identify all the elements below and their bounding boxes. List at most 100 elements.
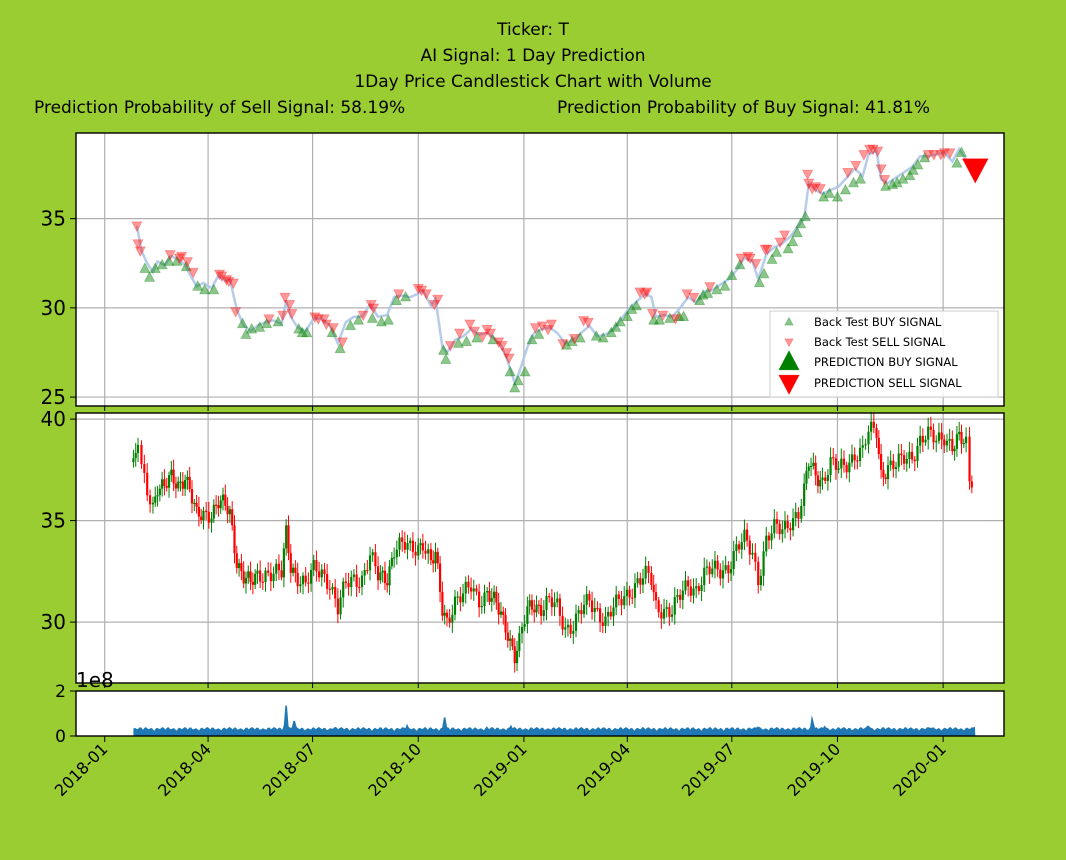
backtest-sell-marker	[416, 285, 428, 297]
backtest-buy-marker	[605, 326, 617, 338]
candle-body	[897, 453, 900, 468]
candle-body	[441, 591, 444, 616]
x-tick-label: 2019-10	[784, 739, 845, 800]
backtest-sell-marker	[542, 325, 554, 336]
backtest-buy-marker	[782, 242, 794, 254]
backtest-sell-marker	[638, 289, 651, 300]
candle-body	[713, 560, 717, 569]
candle-body	[414, 551, 417, 556]
candle-body	[867, 431, 870, 445]
candle-body	[812, 462, 815, 466]
candle-body	[673, 597, 676, 615]
candle-body	[809, 465, 813, 468]
candle-body	[721, 570, 725, 579]
candle-body	[816, 475, 820, 487]
backtest-buy-marker	[149, 262, 161, 273]
candle-body	[360, 575, 364, 587]
candle-body	[708, 566, 711, 575]
candle-body	[523, 624, 526, 627]
candle-body	[703, 567, 706, 586]
backtest-buy-marker	[621, 310, 633, 322]
backtest-buy-marker	[334, 342, 346, 354]
candle-body	[921, 435, 924, 443]
candle-body	[751, 552, 754, 555]
candle-body	[711, 568, 714, 575]
backtest-buy-marker	[236, 317, 249, 329]
candle-body	[791, 518, 795, 531]
title-sell-probability: Prediction Probability of Sell Signal: 5…	[34, 98, 406, 118]
candle-body	[929, 426, 932, 430]
candle-body	[789, 528, 792, 531]
candle-body	[495, 591, 498, 603]
candle-body	[607, 611, 610, 617]
candle-body	[932, 429, 935, 443]
candle-body	[970, 481, 973, 488]
candle-body	[436, 551, 439, 564]
candle-body	[151, 502, 155, 505]
candle-body	[398, 537, 401, 550]
backtest-sell-marker	[320, 319, 332, 331]
candle-body	[765, 535, 768, 552]
candle-body	[221, 494, 225, 501]
candle-body	[968, 436, 971, 482]
candle-body	[195, 502, 198, 507]
candle-body	[289, 553, 292, 573]
candle-body	[577, 610, 580, 614]
price-y-tick-label: 40	[41, 407, 66, 431]
backtest-sell-marker	[806, 184, 818, 195]
backtest-sell-marker	[230, 307, 242, 318]
candle-body	[511, 638, 514, 647]
candle-body	[861, 445, 864, 448]
volume-offset-label: 1e8	[76, 668, 114, 692]
title-buy-probability: Prediction Probability of Buy Signal: 41…	[557, 98, 930, 118]
candle-body	[889, 460, 892, 466]
backtest-sell-marker	[187, 267, 199, 279]
candle-body	[743, 529, 746, 543]
backtest-sell-marker	[545, 319, 558, 331]
candle-body	[461, 593, 465, 603]
candle-body	[247, 571, 250, 578]
backtest-sell-marker	[872, 146, 884, 158]
candle-body	[242, 571, 245, 584]
candle-body	[639, 578, 642, 585]
backtest-buy-marker	[512, 374, 524, 386]
legend-backtest-buy-symbol	[784, 316, 794, 326]
candle-body	[824, 477, 827, 481]
backtest-buy-marker	[192, 280, 204, 291]
candle-body	[533, 609, 536, 613]
backtest-sell-marker	[428, 300, 440, 311]
candle-body	[172, 469, 175, 484]
backtest-buy-marker	[326, 326, 338, 338]
candle-body	[545, 596, 548, 611]
backtest-sell-marker	[336, 337, 349, 349]
candle-body	[845, 464, 848, 473]
backtest-buy-marker	[891, 176, 903, 188]
backtest-buy-marker	[261, 317, 273, 329]
candle-body	[641, 578, 645, 585]
candle-body	[872, 421, 875, 428]
candle-body	[193, 502, 196, 505]
backtest-sell-marker	[284, 300, 296, 311]
candle-body	[916, 445, 919, 462]
candle-body	[207, 511, 210, 523]
candle-body	[858, 447, 862, 461]
candle-body	[870, 421, 873, 432]
candle-body	[179, 481, 182, 483]
candle-body	[797, 512, 800, 519]
backtest-sell-marker	[493, 337, 505, 349]
candle-body	[376, 566, 380, 581]
candle-body	[264, 570, 267, 583]
backtest-sell-marker	[481, 325, 493, 336]
x-tick-label: 2019-07	[678, 739, 739, 800]
candle-body	[285, 525, 288, 549]
candle-body	[601, 622, 604, 626]
backtest-buy-marker	[143, 271, 156, 282]
candle-body	[188, 476, 191, 490]
backtest-buy-marker	[254, 321, 266, 332]
candle-body	[644, 565, 647, 579]
candle-body	[434, 551, 437, 564]
price-panel-bg	[76, 413, 1004, 683]
backtest-buy-marker	[610, 321, 622, 332]
candle-body	[687, 580, 690, 587]
candle-body	[940, 432, 943, 440]
